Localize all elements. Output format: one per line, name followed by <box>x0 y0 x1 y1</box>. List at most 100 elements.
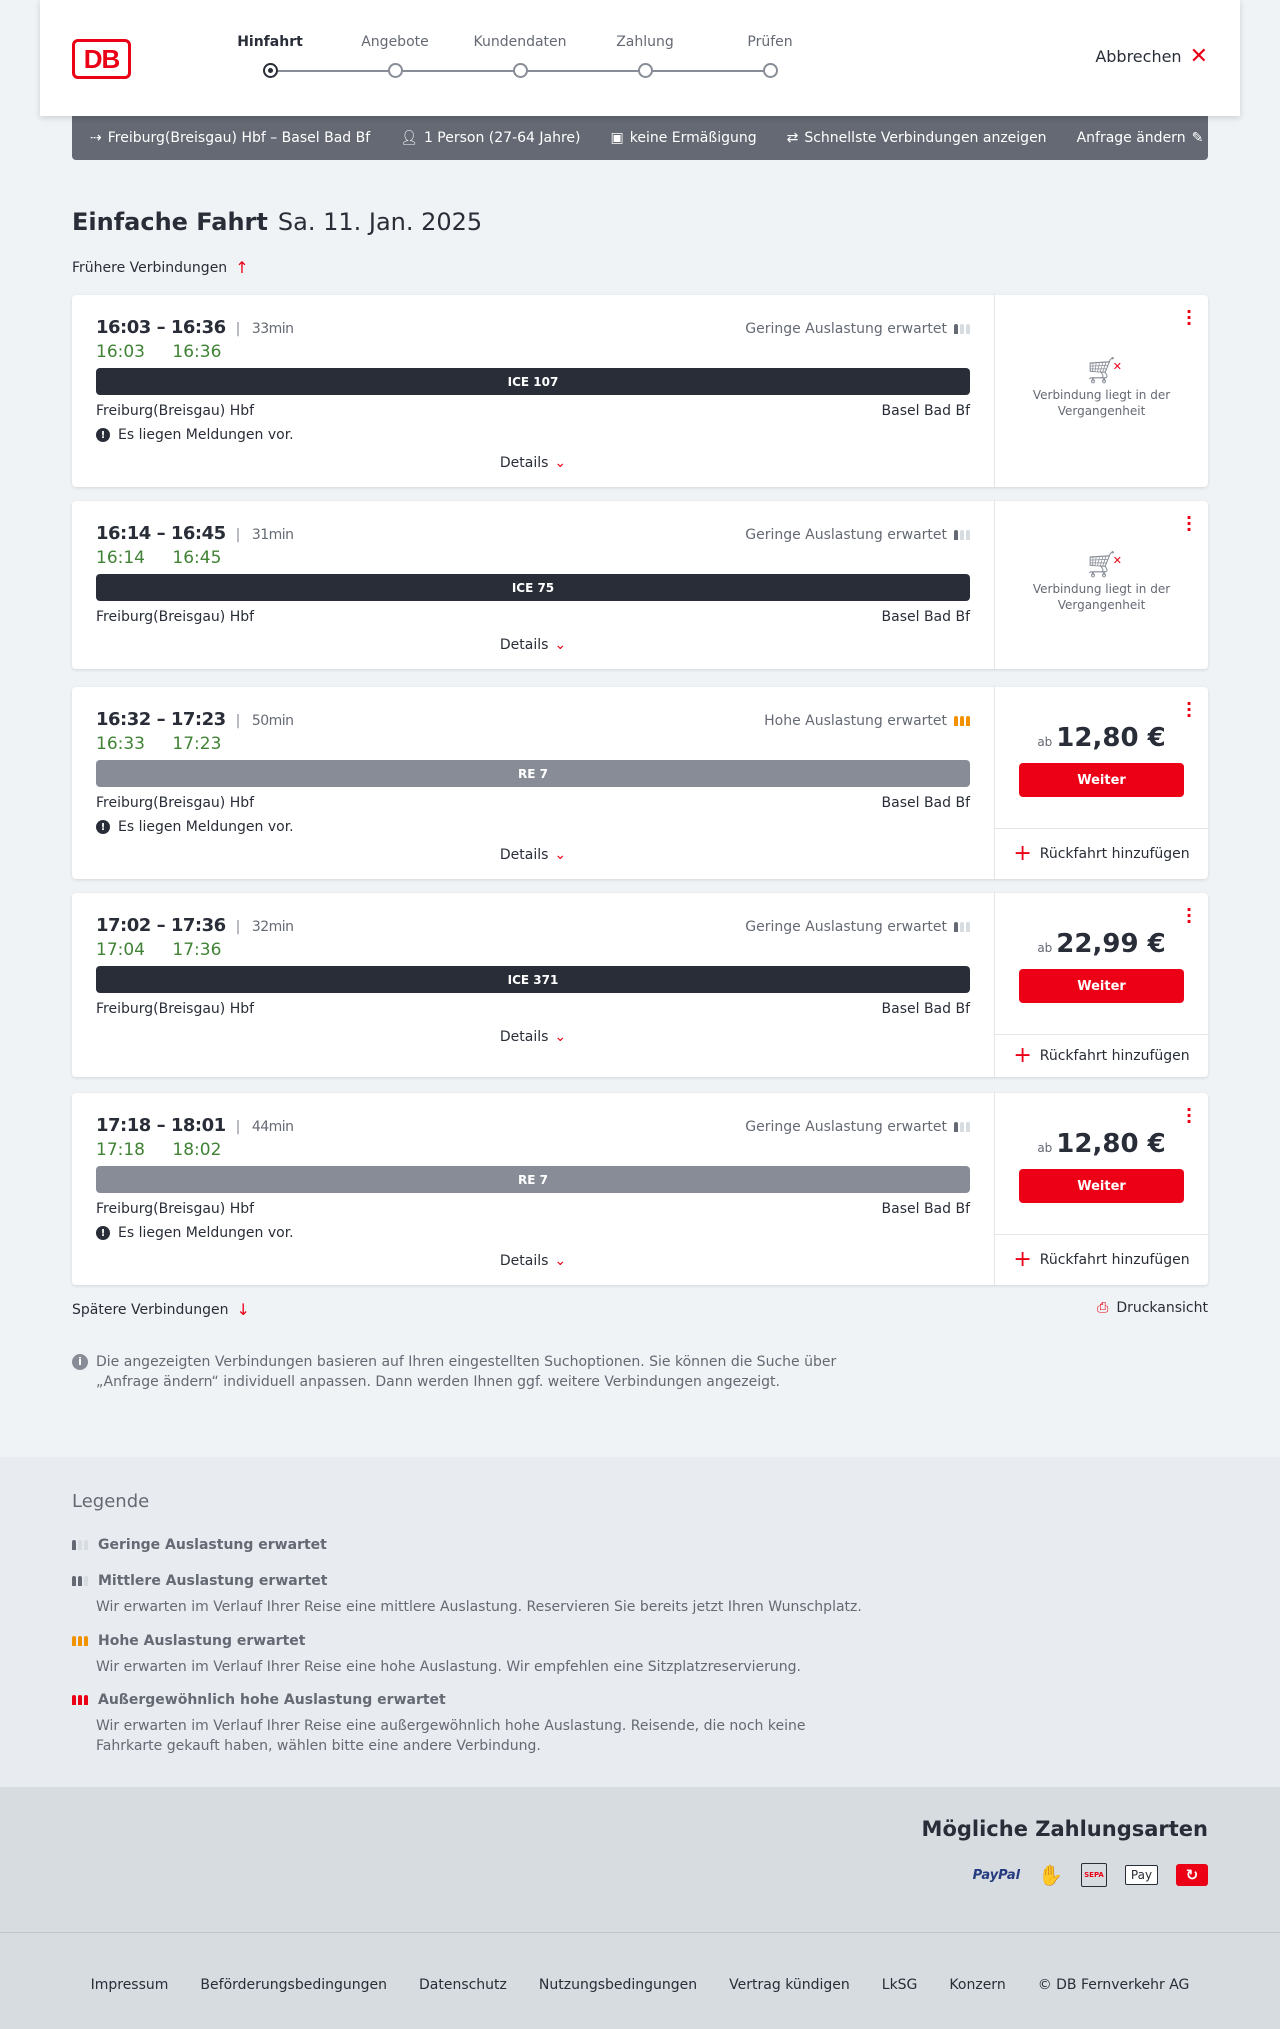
price-prefix: ab <box>1037 1141 1053 1155</box>
query-summary-bar: ⇢ Freiburg(Breisgau) Hbf – Basel Bad Bf 👤… <box>72 116 1208 160</box>
persons-text: 1 Person (27-64 Jahre) <box>423 130 581 146</box>
offer-panel: · · · 🛒︎ ✕ Verbindung liegt in der Vergangen… <box>994 295 1208 487</box>
details-toggle[interactable]: Details ⌄ <box>96 847 970 863</box>
legend-section: Legende Geringe Auslastung erwartet Mittl… <box>0 1457 1280 1787</box>
message-text: Es liegen Meldungen vor. <box>118 819 294 835</box>
apple-pay-icon: Pay <box>1125 1865 1158 1885</box>
credit-card-icon: ✋ <box>1038 1863 1063 1887</box>
step-hinfahrt[interactable]: Hinfahrt <box>210 34 330 78</box>
footer-link[interactable]: Konzern <box>949 1977 1006 1993</box>
occupancy-icon <box>72 1576 88 1586</box>
footer-link[interactable]: LkSG <box>881 1977 918 1993</box>
details-toggle[interactable]: Details ⌄ <box>96 1029 970 1045</box>
legend-item: Außergewöhnlich hohe Auslastung erwartet… <box>72 1692 872 1756</box>
add-return-button[interactable]: + Rückfahrt hinzufügen <box>995 1235 1208 1285</box>
details-toggle[interactable]: Details ⌄ <box>96 637 970 653</box>
payment-title: Mögliche Zahlungsarten <box>921 1817 1208 1841</box>
legend-title: Legende <box>72 1491 150 1512</box>
more-options-icon[interactable]: · · · <box>1186 508 1193 539</box>
footer-link[interactable]: © DB Fernverkehr AG <box>1037 1977 1190 1993</box>
add-return-button[interactable]: + Rückfahrt hinzufügen <box>995 1035 1208 1077</box>
edit-query-label: Anfrage ändern <box>1076 130 1186 146</box>
footer-link[interactable]: Datenschutz <box>418 1977 507 1993</box>
price-value: 12,80 € <box>1056 1129 1166 1159</box>
more-options-icon[interactable]: · · · <box>1186 1100 1193 1131</box>
footer-link[interactable]: Impressum <box>90 1977 169 1993</box>
continue-button[interactable]: Weiter <box>1019 1169 1184 1203</box>
footer: Impressum Beförderungsbedingungen Datensch… <box>0 1932 1280 2029</box>
message-text: Es liegen Meldungen vor. <box>118 1225 294 1241</box>
print-label: Druckansicht <box>1116 1300 1208 1316</box>
realtime-departure: 17:04 <box>96 940 145 960</box>
more-options-icon[interactable]: · · · <box>1186 694 1193 725</box>
train-bar: RE 7 <box>96 1166 970 1193</box>
footer-link[interactable]: Vertrag kündigen <box>729 1977 850 1993</box>
bahncard-icon: ▣ <box>610 130 624 146</box>
occupancy-text: Hohe Auslastung erwartet <box>764 713 947 729</box>
occupancy-info: Geringe Auslastung erwartet <box>745 321 970 337</box>
train-name: RE 7 <box>518 766 548 781</box>
later-connections-link[interactable]: Spätere Verbindungen ↓ <box>72 1300 250 1319</box>
details-toggle[interactable]: Details ⌄ <box>96 1253 970 1269</box>
more-options-icon[interactable]: · · · <box>1186 900 1193 931</box>
details-label: Details <box>499 637 549 653</box>
chevron-down-icon: ⌄ <box>554 847 567 863</box>
info-note: i Die angezeigten Verbindungen basieren a… <box>72 1352 852 1392</box>
print-view-link[interactable]: ⎙ Druckansicht <box>1097 1300 1208 1316</box>
cart-unavailable-icon: 🛒︎ ✕ <box>1084 550 1122 580</box>
destination-station: Basel Bad Bf <box>881 795 970 811</box>
details-label: Details <box>499 1253 549 1269</box>
chevron-down-icon: ⌄ <box>554 637 567 653</box>
occupancy-icon <box>954 324 970 334</box>
connection-card: 16:32 – 17:23 50min Hohe Auslastung erwar… <box>72 687 1208 879</box>
price-value: 12,80 € <box>1056 723 1166 753</box>
occupancy-icon <box>72 1695 88 1705</box>
footer-link[interactable]: Nutzungsbedingungen <box>538 1977 698 1993</box>
abort-button[interactable]: Abbrechen ✕ <box>1095 45 1208 67</box>
step-dot <box>638 63 653 78</box>
abort-label: Abbrechen <box>1095 47 1182 66</box>
installment-icon: ↻ <box>1176 1864 1208 1886</box>
details-toggle[interactable]: Details ⌄ <box>96 455 970 471</box>
step-zahlung: Zahlung <box>585 34 705 78</box>
occupancy-text: Geringe Auslastung erwartet <box>745 919 947 935</box>
origin-station: Freiburg(Breisgau) Hbf <box>96 1001 255 1017</box>
legend-item: Geringe Auslastung erwartet <box>72 1537 872 1553</box>
offer-panel: · · · ab 12,80 € Weiter + Rückfahrt hinzufüg… <box>994 687 1208 879</box>
occupancy-icon <box>72 1540 88 1550</box>
more-options-icon[interactable]: · · · <box>1186 302 1193 333</box>
add-return-button[interactable]: + Rückfahrt hinzufügen <box>995 829 1208 879</box>
planned-times: 17:18 – 18:01 44min <box>96 1115 294 1136</box>
planned-times: 16:14 – 16:45 31min <box>96 523 294 544</box>
realtime-arrival: 17:36 <box>172 940 222 960</box>
legend-item-title: Geringe Auslastung erwartet <box>98 1537 327 1553</box>
step-label: Angebote <box>361 34 429 50</box>
realtime-departure: 17:18 <box>96 1140 145 1160</box>
continue-button[interactable]: Weiter <box>1019 763 1184 797</box>
header: DB Hinfahrt Angebote Kundendaten Zahlung… <box>40 0 1240 116</box>
step-angebote: Angebote <box>335 34 455 78</box>
duration: 32min <box>236 919 294 935</box>
query-fastest: ⇄ Schnellste Verbindungen anzeigen <box>787 130 1047 146</box>
footer-link[interactable]: Beförderungsbedingungen <box>200 1977 387 1993</box>
realtime-arrival: 18:02 <box>172 1140 222 1160</box>
destination-station: Basel Bad Bf <box>881 609 970 625</box>
earlier-connections-link[interactable]: Frühere Verbindungen ↑ <box>72 258 249 277</box>
details-label: Details <box>499 847 549 863</box>
offer-panel: · · · ab 22,99 € Weiter + Rückfahrt hinzufüg… <box>994 893 1208 1077</box>
arrow-right-icon: ⇢ <box>90 130 102 146</box>
db-logo[interactable]: DB <box>72 39 131 79</box>
continue-button[interactable]: Weiter <box>1019 969 1184 1003</box>
payment-section: Mögliche Zahlungsarten PayPal ✋ SEPA Pay… <box>0 1787 1280 1932</box>
plus-icon: + <box>1013 1043 1032 1068</box>
plus-icon: + <box>1013 1247 1032 1272</box>
step-kundendaten: Kundendaten <box>460 34 580 78</box>
occupancy-info: Geringe Auslastung erwartet <box>745 1119 970 1135</box>
edit-query-button[interactable]: Anfrage ändern ✎ <box>1077 130 1204 146</box>
trip-date: Sa. 11. Jan. 2025 <box>277 208 483 236</box>
earlier-label: Frühere Verbindungen <box>72 259 228 276</box>
occupancy-icon <box>954 1122 970 1132</box>
chevron-down-icon: ⌄ <box>554 455 567 471</box>
connection-info: 16:03 – 16:36 33min Geringe Auslastung er… <box>72 295 994 487</box>
printer-icon: ⎙ <box>1097 1300 1109 1316</box>
